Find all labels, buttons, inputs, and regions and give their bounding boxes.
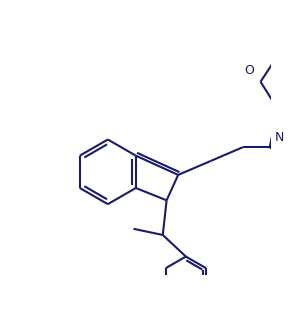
Text: O: O	[245, 64, 254, 77]
Text: N: N	[275, 131, 284, 144]
